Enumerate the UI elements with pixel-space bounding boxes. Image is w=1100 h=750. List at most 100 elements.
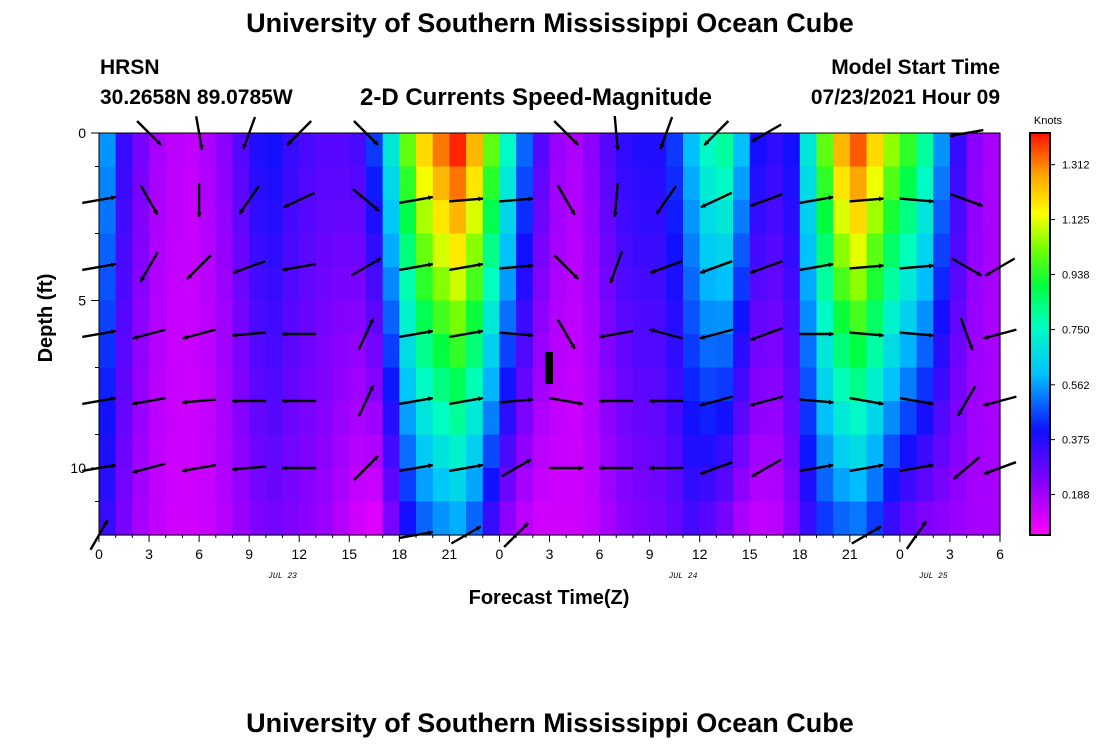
heatmap-cell bbox=[682, 200, 701, 235]
heatmap-cell bbox=[849, 133, 868, 168]
heatmap-cell bbox=[949, 468, 968, 503]
heatmap-cell bbox=[416, 233, 434, 268]
heatmap-cell bbox=[916, 401, 934, 436]
current-vector-arrow bbox=[131, 396, 167, 406]
heatmap-cell bbox=[699, 468, 717, 503]
heatmap-cell bbox=[716, 200, 734, 235]
heatmap-cell bbox=[682, 267, 701, 302]
heatmap-cell bbox=[115, 334, 133, 369]
heatmap-cell bbox=[432, 233, 450, 268]
heatmap-cell bbox=[632, 233, 651, 268]
heatmap-cell bbox=[99, 267, 117, 302]
heatmap-cell bbox=[849, 233, 868, 268]
heatmap-cell bbox=[632, 434, 651, 469]
heatmap-cell bbox=[949, 501, 968, 536]
current-vector-arrow bbox=[181, 463, 217, 473]
heatmap-cell bbox=[849, 501, 868, 536]
heatmap-cell bbox=[382, 401, 400, 436]
heatmap-cell bbox=[816, 166, 834, 201]
heatmap-cell bbox=[699, 501, 717, 536]
heatmap-cell bbox=[899, 200, 918, 235]
heatmap-cell bbox=[165, 166, 184, 201]
heatmap-cell bbox=[466, 468, 484, 503]
heatmap-cell bbox=[566, 501, 584, 536]
x-tick-label: 12 bbox=[692, 546, 708, 562]
heatmap-cell bbox=[449, 267, 467, 302]
heatmap-cell bbox=[899, 401, 918, 436]
heatmap-cell bbox=[599, 200, 617, 235]
heatmap-cell bbox=[783, 367, 801, 402]
heatmap-cell bbox=[182, 300, 200, 335]
heatmap-cell bbox=[532, 401, 551, 436]
heatmap-cell bbox=[866, 233, 884, 268]
heatmap-cell bbox=[282, 501, 300, 536]
heatmap-cell bbox=[616, 300, 634, 335]
current-vector-arrow bbox=[699, 461, 733, 475]
heatmap-cell bbox=[632, 468, 651, 503]
heatmap-cell bbox=[282, 166, 300, 201]
heatmap-cell bbox=[449, 200, 467, 235]
heatmap-cell bbox=[349, 133, 367, 168]
heatmap-cell bbox=[883, 501, 901, 536]
heatmap-cell bbox=[315, 434, 334, 469]
heatmap-cell bbox=[115, 133, 133, 168]
heatmap-cell bbox=[532, 468, 551, 503]
heatmap-cell bbox=[733, 267, 751, 302]
heatmap-cell bbox=[766, 233, 784, 268]
model-start-label: Model Start Time bbox=[831, 56, 1000, 79]
heatmap-cell bbox=[315, 200, 334, 235]
heatmap-cell bbox=[949, 166, 968, 201]
heatmap-cell bbox=[649, 267, 667, 302]
heatmap-cell bbox=[416, 200, 434, 235]
heatmap-cell bbox=[482, 133, 501, 168]
heatmap-cell bbox=[365, 434, 384, 469]
heatmap-cell bbox=[966, 501, 984, 536]
heatmap-cell bbox=[215, 300, 234, 335]
heatmap-cell bbox=[516, 233, 534, 268]
heatmap-cell bbox=[532, 501, 551, 536]
heatmap-cell bbox=[582, 300, 601, 335]
heatmap-cell bbox=[616, 401, 634, 436]
heatmap-cell bbox=[332, 267, 350, 302]
heatmap-cell bbox=[499, 300, 517, 335]
heatmap-cell bbox=[99, 401, 117, 436]
heatmap-cell bbox=[199, 133, 217, 168]
heatmap-cell bbox=[833, 468, 851, 503]
x-tick-label: 3 bbox=[946, 546, 954, 562]
heatmap-cell bbox=[499, 267, 517, 302]
heatmap-cell bbox=[682, 166, 701, 201]
heatmap-cell bbox=[199, 334, 217, 369]
heatmap-cell bbox=[149, 166, 167, 201]
heatmap-cell bbox=[599, 401, 617, 436]
heatmap-cell bbox=[365, 501, 384, 536]
heatmap-cell bbox=[833, 166, 851, 201]
heatmap-cell bbox=[149, 133, 167, 168]
heatmap-cell bbox=[733, 300, 751, 335]
colorbar-tick-label: 0.562 bbox=[1062, 380, 1090, 392]
heatmap-cell bbox=[682, 468, 701, 503]
heatmap-cell bbox=[616, 501, 634, 536]
heatmap-cell bbox=[349, 200, 367, 235]
heatmap-cell bbox=[466, 401, 484, 436]
heatmap-cell bbox=[315, 267, 334, 302]
heatmap-cell bbox=[866, 267, 884, 302]
heatmap-cell bbox=[249, 267, 267, 302]
heatmap-cell bbox=[866, 133, 884, 168]
heatmap-cell bbox=[449, 166, 467, 201]
heatmap-cell bbox=[165, 468, 184, 503]
heatmap-cell bbox=[382, 334, 400, 369]
heatmap-cell bbox=[282, 300, 300, 335]
heatmap-cell bbox=[416, 300, 434, 335]
heatmap-cell bbox=[833, 401, 851, 436]
heatmap-cell bbox=[649, 200, 667, 235]
heatmap-cell bbox=[549, 334, 567, 369]
heatmap-cell bbox=[265, 233, 284, 268]
plot-title: 2-D Currents Speed-Magnitude bbox=[360, 84, 713, 111]
current-vector-arrow bbox=[449, 463, 484, 473]
heatmap-cell bbox=[332, 200, 350, 235]
heatmap-cell bbox=[616, 267, 634, 302]
heatmap-cell bbox=[466, 166, 484, 201]
heatmap-cell bbox=[482, 166, 501, 201]
heatmap-cell bbox=[115, 401, 133, 436]
heatmap-cell bbox=[582, 166, 601, 201]
